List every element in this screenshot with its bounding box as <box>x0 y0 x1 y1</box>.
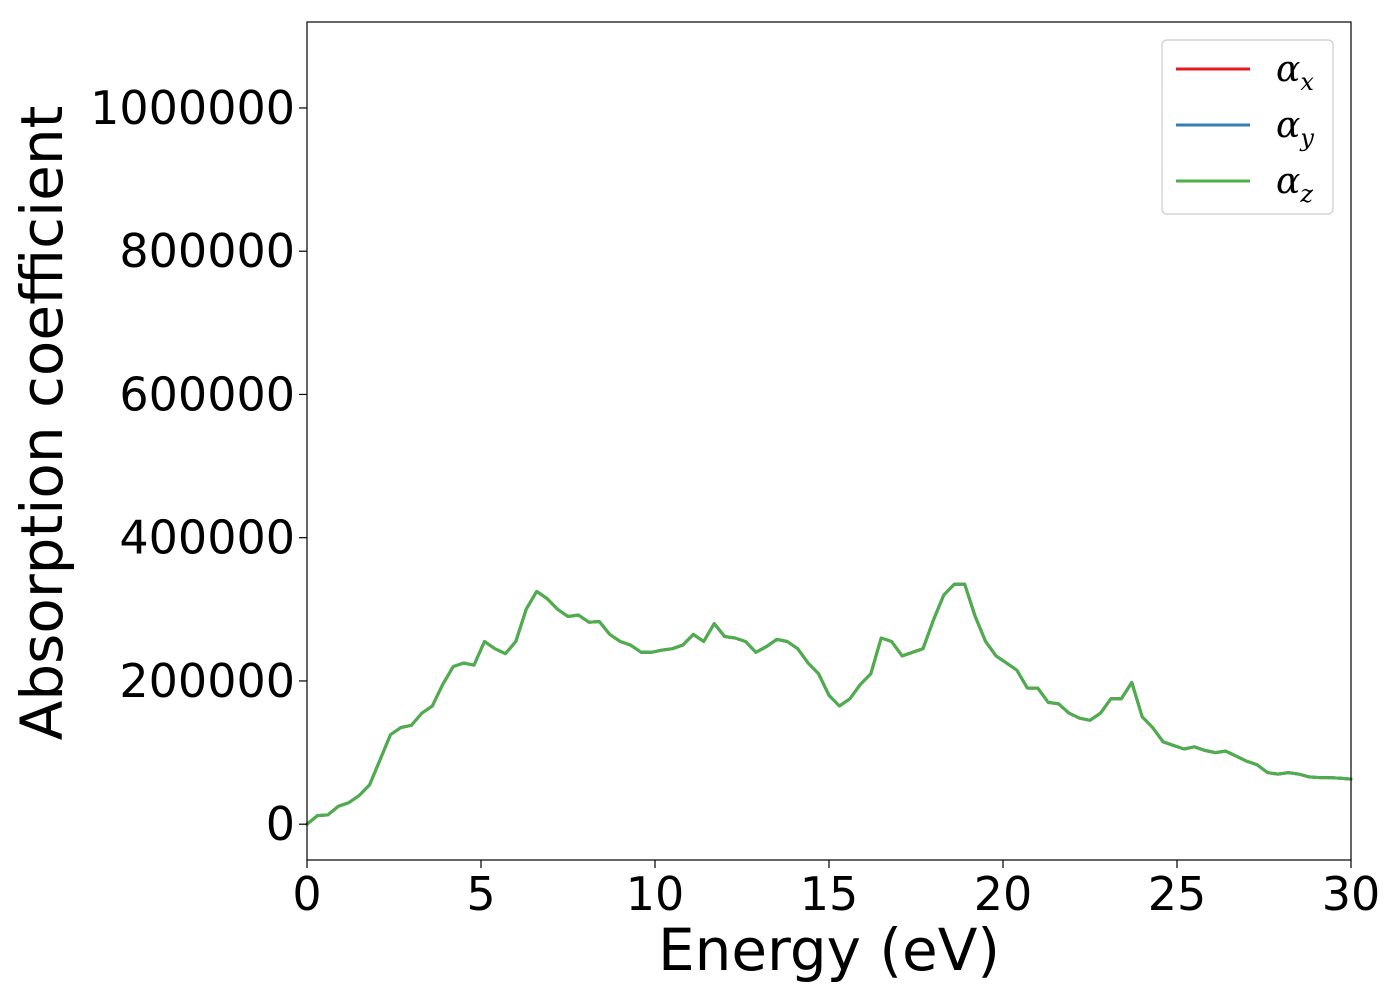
x-tick-label: 15 <box>800 867 859 921</box>
y-tick-label: 1000000 <box>90 81 295 135</box>
x-tick-label: 5 <box>466 867 495 921</box>
y-tick-label: 800000 <box>119 224 295 278</box>
series-layer <box>305 582 1353 826</box>
y-axis-ticks: 0 200000 400000 600000 800000 1000000 <box>90 81 307 851</box>
legend-label-subscript: z <box>1299 180 1313 208</box>
legend-box <box>1161 39 1334 215</box>
series-line-alpha-z <box>305 582 1353 826</box>
x-tick-label: 25 <box>1148 867 1207 921</box>
y-tick-label: 200000 <box>119 654 295 708</box>
x-tick-label: 20 <box>974 867 1033 921</box>
x-axis-title: Energy (eV) <box>658 916 1000 984</box>
x-tick-label: 10 <box>626 867 685 921</box>
x-tick-label: 0 <box>292 867 321 921</box>
y-tick-label: 600000 <box>119 367 295 421</box>
legend-label-subscript: x <box>1300 68 1314 96</box>
x-axis-ticks: 0 5 10 15 20 25 30 <box>292 860 1380 921</box>
y-axis-title: Absorption coefficient <box>8 106 76 741</box>
y-tick-label: 400000 <box>119 511 295 565</box>
y-tick-label: 0 <box>266 797 295 851</box>
legend-label-subscript: y <box>1299 124 1314 152</box>
x-tick-label: 30 <box>1322 867 1381 921</box>
